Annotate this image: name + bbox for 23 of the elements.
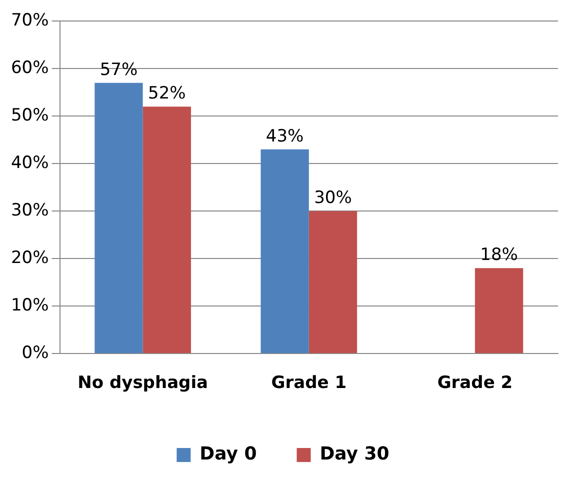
legend-label: Day 30 [320,444,390,465]
y-tick-label: 20% [10,248,49,268]
data-label: 30% [314,188,352,208]
legend-label: Day 0 [200,444,257,465]
data-label: 18% [480,245,518,266]
x-tick-label: Grade 2 [437,373,513,394]
data-label: 43% [266,126,304,146]
y-tick-label: 30% [10,200,49,221]
y-tick-label: 10% [10,296,49,316]
bar [260,149,309,354]
x-tick-label: No dysphagia [78,373,208,394]
bar [308,211,358,354]
y-tick-label: 70% [10,10,49,31]
y-tick-label: 60% [10,58,49,78]
y-tick-label: 50% [10,106,49,126]
y-tick-label: 0% [22,343,49,364]
y-tick-label: 40% [10,153,49,174]
x-tick-label: Grade 1 [271,373,347,394]
bar [94,82,143,354]
data-label: 57% [100,60,138,80]
bar [474,268,524,354]
data-label: 52% [148,84,186,104]
bar [142,106,191,354]
